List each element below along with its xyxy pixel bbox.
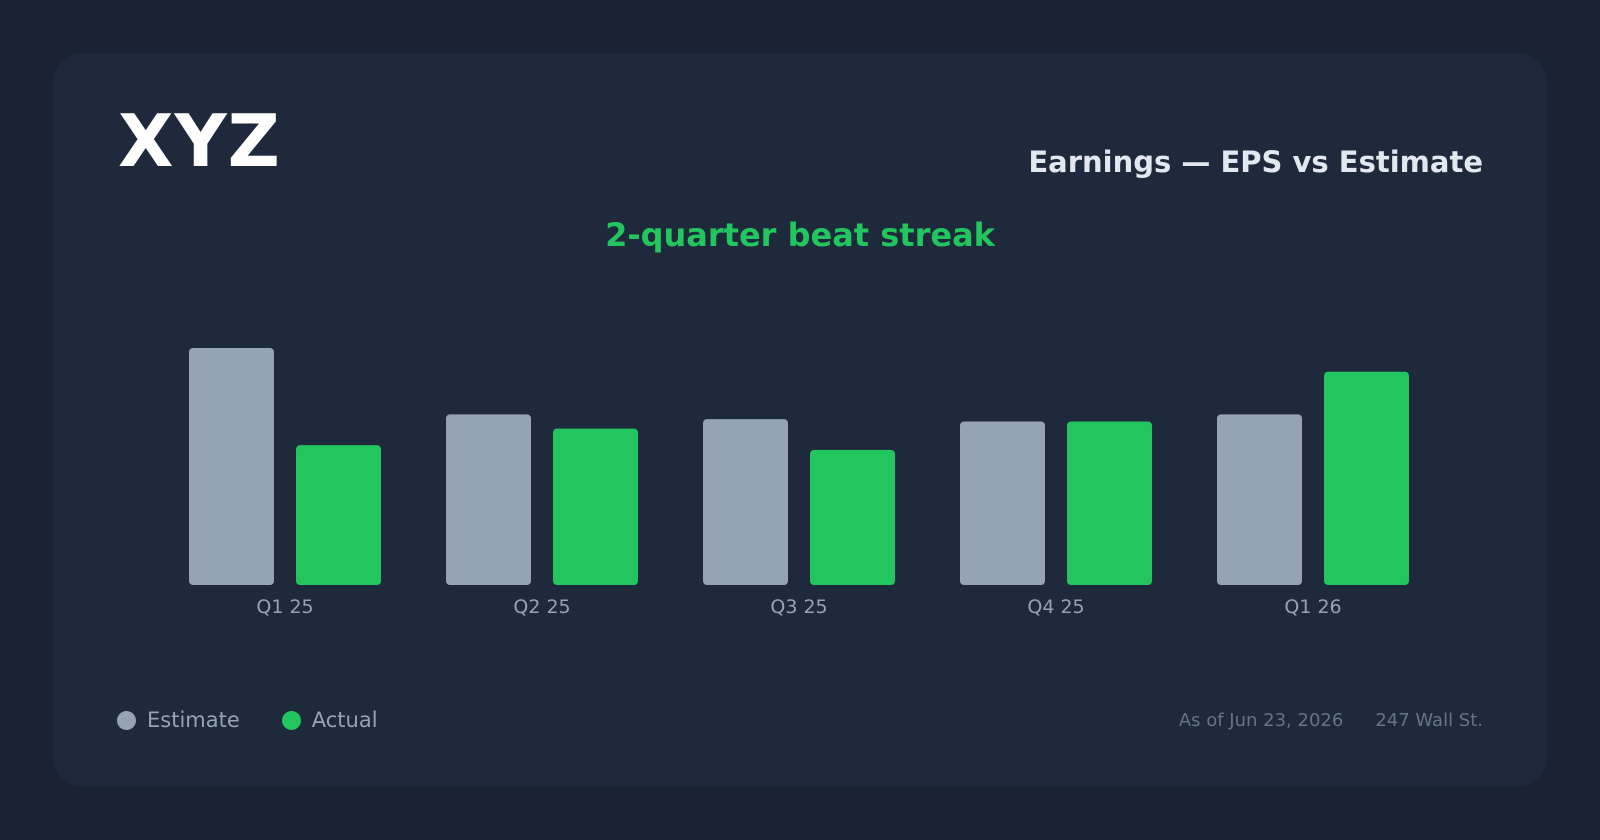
x-tick-label: Q4 25 — [1027, 596, 1084, 618]
x-tick-label: Q1 26 — [1284, 596, 1341, 618]
bar-actual-q3-25 — [810, 449, 895, 585]
chart-title: Earnings — EPS vs Estimate — [1028, 145, 1483, 179]
bar-actual-q1-26 — [1324, 371, 1409, 585]
legend-item-estimate: Estimate — [117, 708, 240, 732]
legend-label-actual: Actual — [311, 708, 378, 732]
source-label: 247 Wall St. — [1375, 710, 1483, 731]
estimate-swatch — [117, 710, 136, 730]
ticker-symbol: XYZ — [118, 99, 281, 183]
chart-card: XYZ Earnings — EPS vs Estimate 2-quarter… — [53, 53, 1547, 786]
bar-actual-q1-25 — [296, 445, 381, 585]
x-tick-label: Q1 25 — [256, 596, 313, 618]
as-of-date: As of Jun 23, 2026 — [1178, 710, 1344, 731]
bar-estimate-q1-26 — [1217, 414, 1302, 585]
bar-estimate-q1-25 — [189, 348, 274, 585]
bar-actual-q4-25 — [1067, 421, 1152, 585]
bar-estimate-q3-25 — [703, 419, 788, 585]
beat-streak-label: 2-quarter beat streak — [605, 216, 995, 254]
legend-item-actual: Actual — [281, 708, 378, 732]
legend-label-estimate: Estimate — [147, 708, 240, 732]
bar-actual-q2-25 — [553, 428, 638, 585]
actual-swatch — [281, 710, 301, 730]
footer: As of Jun 23, 2026 247 Wall St. — [1179, 710, 1483, 731]
x-tick-label: Q3 25 — [770, 596, 827, 618]
bar-estimate-q4-25 — [960, 421, 1045, 585]
legend: Estimate Actual — [117, 708, 420, 732]
eps-bar-chart: Q1 25 Q2 25 Q3 25 Q4 25 Q1 26 — [189, 348, 1409, 618]
x-tick-label: Q2 25 — [513, 596, 570, 618]
bar-estimate-q2-25 — [446, 414, 531, 585]
